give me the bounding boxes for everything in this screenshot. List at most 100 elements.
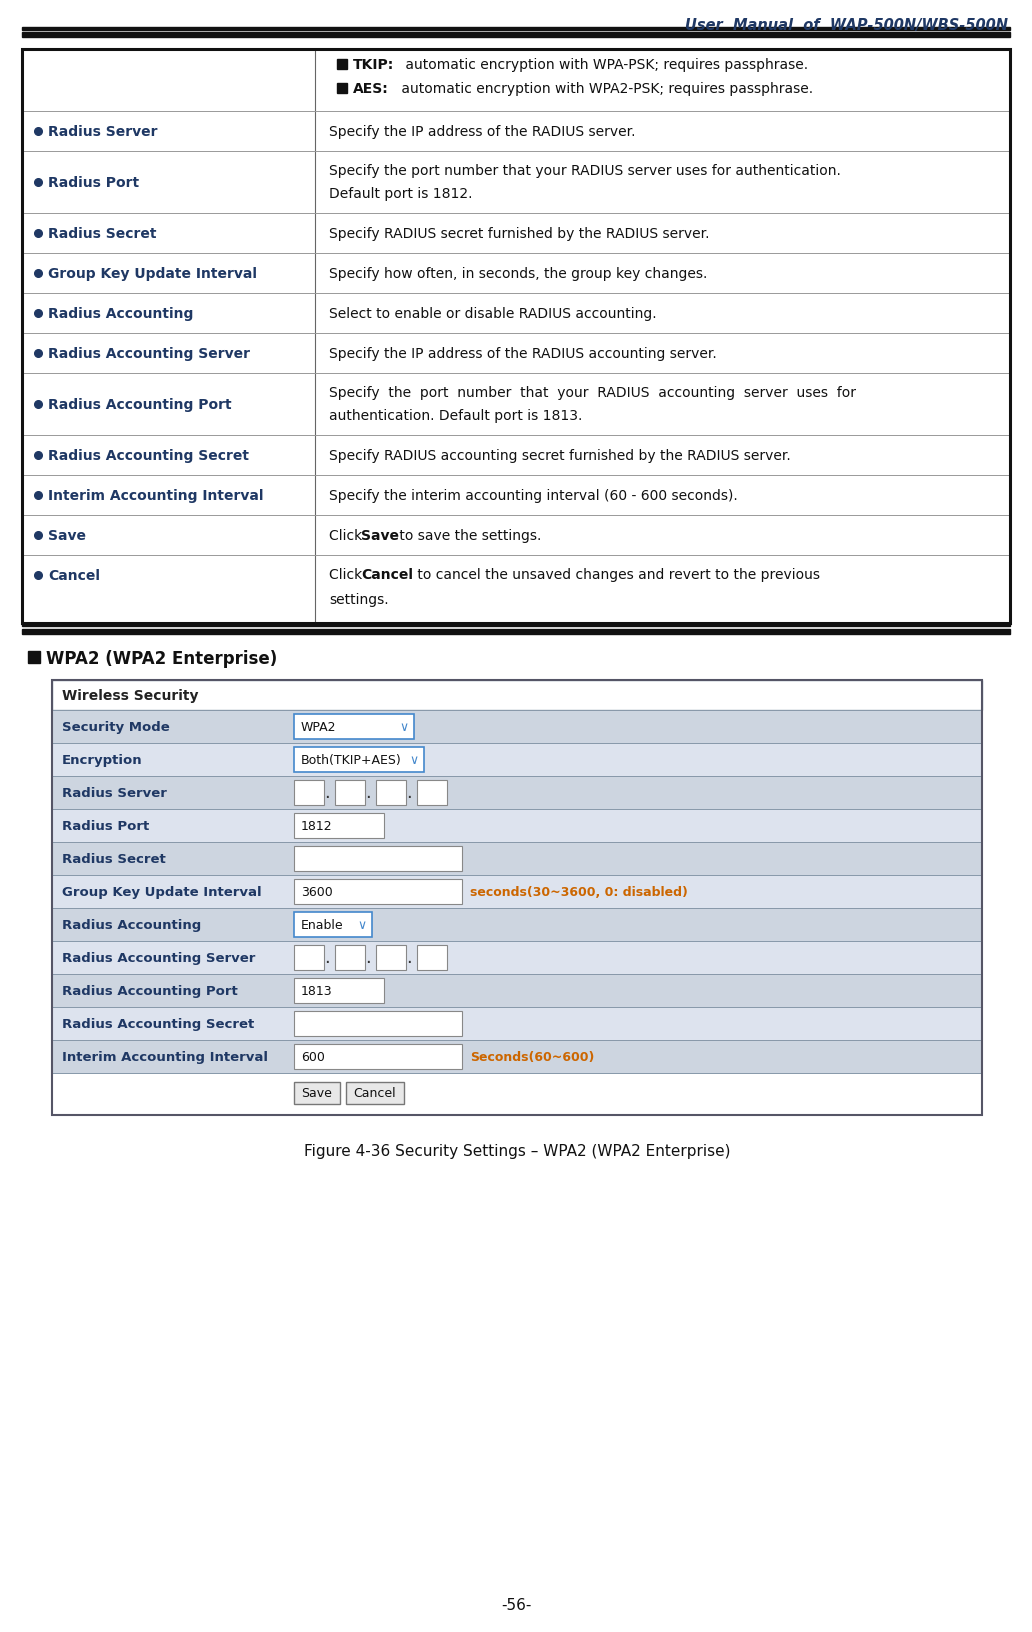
- Bar: [294, 1082, 340, 1105]
- Bar: [294, 780, 324, 806]
- Text: ∨: ∨: [399, 721, 409, 733]
- Bar: [52, 974, 982, 1007]
- Text: Wireless Security: Wireless Security: [62, 689, 198, 702]
- Text: 1813: 1813: [301, 984, 332, 997]
- Text: Group Key Update Interval: Group Key Update Interval: [62, 886, 262, 899]
- Bar: [52, 942, 982, 974]
- Text: Figure 4-36 Security Settings – WPA2 (WPA2 Enterprise): Figure 4-36 Security Settings – WPA2 (WP…: [303, 1144, 731, 1159]
- Text: Cancel: Cancel: [361, 568, 413, 581]
- Bar: [52, 809, 982, 842]
- Bar: [52, 875, 982, 909]
- Text: Radius Accounting Secret: Radius Accounting Secret: [49, 449, 249, 463]
- Text: Click: Click: [329, 568, 366, 581]
- Text: seconds(30~3600, 0: disabled): seconds(30~3600, 0: disabled): [470, 886, 688, 899]
- Bar: [294, 747, 424, 772]
- Bar: [22, 623, 1010, 627]
- Text: Click: Click: [329, 529, 366, 543]
- Text: TKIP:: TKIP:: [353, 59, 394, 72]
- Bar: [337, 83, 347, 95]
- Text: automatic encryption with WPA-PSK; requires passphrase.: automatic encryption with WPA-PSK; requi…: [401, 59, 808, 72]
- Text: -56-: -56-: [501, 1598, 531, 1612]
- Text: Save: Save: [361, 529, 399, 543]
- Text: Select to enable or disable RADIUS accounting.: Select to enable or disable RADIUS accou…: [329, 307, 656, 322]
- Text: 1812: 1812: [301, 819, 332, 832]
- Text: Radius Port: Radius Port: [49, 176, 139, 189]
- Text: ∨: ∨: [357, 919, 366, 932]
- Bar: [294, 1012, 462, 1036]
- Text: .: .: [324, 783, 330, 801]
- Text: Specify the interim accounting interval (60 - 600 seconds).: Specify the interim accounting interval …: [329, 488, 738, 503]
- Text: WPA2: WPA2: [301, 721, 336, 733]
- Text: Radius Accounting Port: Radius Accounting Port: [49, 398, 231, 411]
- Bar: [376, 780, 406, 806]
- Text: Specify the port number that your RADIUS server uses for authentication.: Specify the port number that your RADIUS…: [329, 163, 841, 178]
- Bar: [22, 33, 1010, 38]
- Bar: [335, 780, 365, 806]
- Text: Radius Secret: Radius Secret: [49, 227, 157, 242]
- Bar: [417, 945, 447, 971]
- Bar: [52, 1040, 982, 1074]
- Text: Specify how often, in seconds, the group key changes.: Specify how often, in seconds, the group…: [329, 268, 707, 281]
- Bar: [294, 912, 372, 937]
- Text: Radius Accounting Port: Radius Accounting Port: [62, 984, 237, 997]
- Text: Enable: Enable: [301, 919, 344, 932]
- Text: Radius Server: Radius Server: [62, 787, 167, 800]
- Bar: [52, 1074, 982, 1115]
- Text: Save: Save: [49, 529, 86, 543]
- Text: Group Key Update Interval: Group Key Update Interval: [49, 268, 257, 281]
- Text: Cancel: Cancel: [354, 1087, 396, 1100]
- Text: AES:: AES:: [353, 82, 389, 96]
- Bar: [417, 780, 447, 806]
- Text: .: .: [407, 948, 412, 966]
- Text: .: .: [324, 948, 330, 966]
- Bar: [52, 744, 982, 777]
- Text: to cancel the unsaved changes and revert to the previous: to cancel the unsaved changes and revert…: [413, 568, 820, 581]
- Text: Specify the IP address of the RADIUS server.: Specify the IP address of the RADIUS ser…: [329, 126, 636, 139]
- Text: Seconds(60~600): Seconds(60~600): [470, 1051, 594, 1064]
- Bar: [346, 1082, 404, 1105]
- Text: Encryption: Encryption: [62, 754, 142, 767]
- Text: User  Manual  of  WAP-500N/WBS-500N: User Manual of WAP-500N/WBS-500N: [685, 18, 1008, 33]
- Bar: [376, 945, 406, 971]
- Bar: [337, 60, 347, 70]
- Bar: [294, 945, 324, 971]
- Text: Radius Server: Radius Server: [49, 126, 158, 139]
- Bar: [294, 880, 462, 904]
- Text: 600: 600: [301, 1051, 325, 1064]
- Text: Radius Port: Radius Port: [62, 819, 150, 832]
- Text: Save: Save: [301, 1087, 332, 1100]
- Text: settings.: settings.: [329, 592, 389, 607]
- Bar: [28, 651, 40, 664]
- Text: .: .: [365, 948, 370, 966]
- Bar: [22, 630, 1010, 635]
- Text: authentication. Default port is 1813.: authentication. Default port is 1813.: [329, 410, 582, 423]
- Text: Specify the IP address of the RADIUS accounting server.: Specify the IP address of the RADIUS acc…: [329, 346, 717, 361]
- Bar: [52, 681, 982, 710]
- Bar: [294, 847, 462, 871]
- Bar: [294, 715, 414, 739]
- Bar: [52, 909, 982, 942]
- Bar: [52, 842, 982, 875]
- Text: automatic encryption with WPA2-PSK; requires passphrase.: automatic encryption with WPA2-PSK; requ…: [397, 82, 813, 96]
- Text: ∨: ∨: [410, 754, 419, 767]
- Bar: [294, 1044, 462, 1069]
- Text: Interim Accounting Interval: Interim Accounting Interval: [62, 1051, 268, 1064]
- Bar: [335, 945, 365, 971]
- Text: Radius Accounting: Radius Accounting: [62, 919, 201, 932]
- Text: Interim Accounting Interval: Interim Accounting Interval: [49, 488, 263, 503]
- Text: to save the settings.: to save the settings.: [395, 529, 542, 543]
- Bar: [22, 51, 1010, 623]
- Bar: [294, 979, 384, 1004]
- Text: Radius Accounting Server: Radius Accounting Server: [49, 346, 250, 361]
- Bar: [52, 777, 982, 809]
- Text: Specify RADIUS accounting secret furnished by the RADIUS server.: Specify RADIUS accounting secret furnish…: [329, 449, 791, 463]
- Text: Radius Accounting: Radius Accounting: [49, 307, 193, 322]
- Bar: [52, 1007, 982, 1040]
- Text: Cancel: Cancel: [49, 570, 100, 583]
- Text: Radius Accounting Server: Radius Accounting Server: [62, 951, 255, 965]
- Bar: [52, 710, 982, 744]
- Text: Specify  the  port  number  that  your  RADIUS  accounting  server  uses  for: Specify the port number that your RADIUS…: [329, 385, 856, 400]
- Text: WPA2 (WPA2 Enterprise): WPA2 (WPA2 Enterprise): [46, 650, 278, 667]
- Text: .: .: [407, 783, 412, 801]
- Text: Specify RADIUS secret furnished by the RADIUS server.: Specify RADIUS secret furnished by the R…: [329, 227, 710, 242]
